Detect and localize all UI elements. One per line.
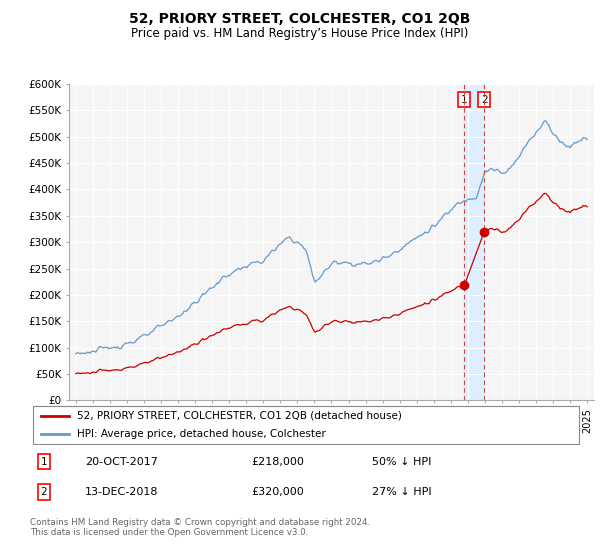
Text: Contains HM Land Registry data © Crown copyright and database right 2024.
This d: Contains HM Land Registry data © Crown c…: [30, 518, 370, 538]
Text: Price paid vs. HM Land Registry’s House Price Index (HPI): Price paid vs. HM Land Registry’s House …: [131, 27, 469, 40]
Text: HPI: Average price, detached house, Colchester: HPI: Average price, detached house, Colc…: [77, 430, 326, 439]
Text: 2: 2: [40, 487, 47, 497]
Text: 1: 1: [40, 456, 47, 466]
Text: 52, PRIORY STREET, COLCHESTER, CO1 2QB: 52, PRIORY STREET, COLCHESTER, CO1 2QB: [130, 12, 470, 26]
Text: 27% ↓ HPI: 27% ↓ HPI: [372, 487, 432, 497]
Text: 50% ↓ HPI: 50% ↓ HPI: [372, 456, 431, 466]
Text: 13-DEC-2018: 13-DEC-2018: [85, 487, 158, 497]
Text: 2: 2: [481, 95, 488, 105]
Bar: [464, 84, 484, 400]
Text: 20-OCT-2017: 20-OCT-2017: [85, 456, 158, 466]
FancyBboxPatch shape: [33, 407, 579, 444]
Text: 1: 1: [461, 95, 467, 105]
Text: £218,000: £218,000: [251, 456, 304, 466]
Text: £320,000: £320,000: [251, 487, 304, 497]
Text: 52, PRIORY STREET, COLCHESTER, CO1 2QB (detached house): 52, PRIORY STREET, COLCHESTER, CO1 2QB (…: [77, 411, 402, 421]
